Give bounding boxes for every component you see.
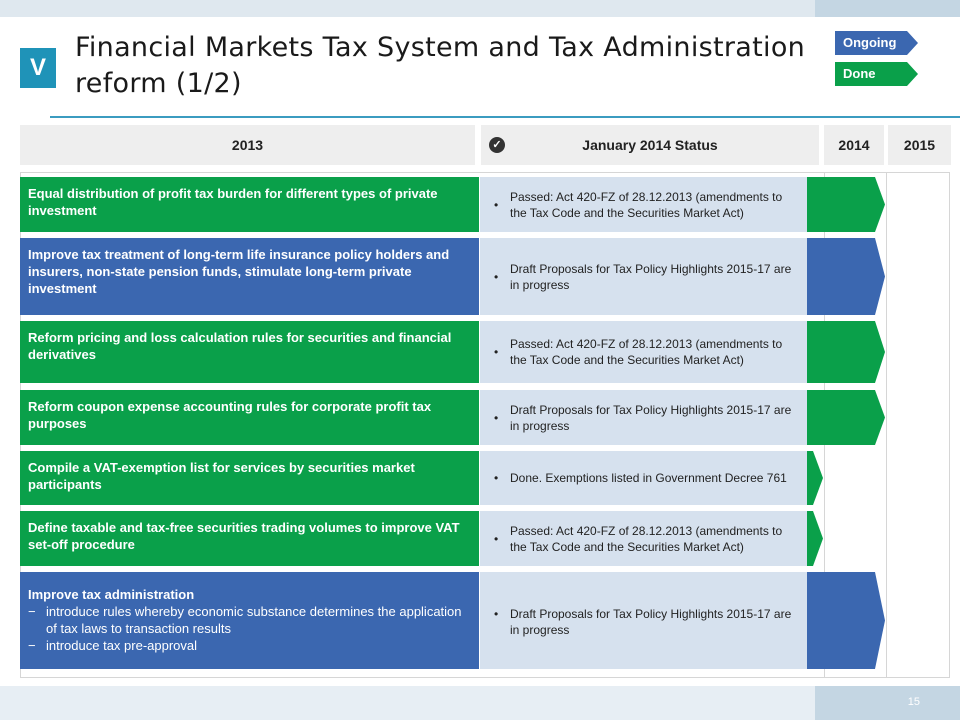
status-cell: • Passed: Act 420-FZ of 28.12.2013 (amend… xyxy=(480,321,807,383)
bullet-icon: • xyxy=(494,269,499,284)
measure-title: Equal distribution of profit tax burden … xyxy=(28,186,438,218)
top-decorative-band xyxy=(0,0,960,17)
bullet-icon: • xyxy=(494,410,499,425)
status-cell: • Passed: Act 420-FZ of 28.12.2013 (amend… xyxy=(480,177,807,232)
measure-subitem-text: introduce tax pre-approval xyxy=(46,638,198,653)
check-circle-icon: ✓ xyxy=(489,137,505,153)
measure-title: Compile a VAT-exemption list for service… xyxy=(28,460,415,492)
measure-title-cell: Improve tax administration − introduce rul… xyxy=(20,572,479,669)
measure-title: Improve tax treatment of long-term life … xyxy=(28,247,450,296)
title-rule xyxy=(50,116,960,118)
measure-title: Improve tax administration xyxy=(28,587,195,602)
timeline-arrow xyxy=(807,572,885,669)
bullet-icon: • xyxy=(494,607,499,621)
legend-ongoing-label: Ongoing xyxy=(843,35,897,50)
slide-title: Financial Markets Tax System and Tax Adm… xyxy=(75,30,815,102)
measure-subitem-text: introduce rules whereby economic substan… xyxy=(46,604,462,636)
status-cell: • Done. Exemptions listed in Government D… xyxy=(480,451,807,505)
title-line-1: Financial Markets Tax System and Tax Adm… xyxy=(75,32,806,63)
footer-band xyxy=(0,686,960,720)
timeline-arrow xyxy=(807,238,885,315)
status-text: Passed: Act 420-FZ of 28.12.2013 (amendm… xyxy=(510,189,783,220)
header-2013: 2013 xyxy=(20,125,475,165)
timeline-arrow-shape xyxy=(807,321,885,383)
header-status: ✓ January 2014 Status xyxy=(481,125,819,165)
timeline-arrow xyxy=(807,321,885,383)
status-text: Passed: Act 420-FZ of 28.12.2013 (amendm… xyxy=(510,337,783,367)
measure-title-cell: Compile a VAT-exemption list for service… xyxy=(20,451,479,505)
legend-done: Done xyxy=(835,62,918,86)
status-text: Done. Exemptions listed in Government De… xyxy=(510,471,787,485)
status-text: Draft Proposals for Tax Policy Highlight… xyxy=(510,402,792,433)
status-cell: • Draft Proposals for Tax Policy Highligh… xyxy=(480,390,807,445)
dash-bullet: − xyxy=(28,604,36,619)
status-cell: • Draft Proposals for Tax Policy Highligh… xyxy=(480,238,807,315)
legend-done-label: Done xyxy=(843,66,876,81)
status-cell: • Draft Proposals for Tax Policy Highligh… xyxy=(480,572,807,669)
timeline-arrow xyxy=(807,511,823,566)
bullet-icon: • xyxy=(494,471,499,485)
title-line-2: reform (1/2) xyxy=(75,68,242,99)
section-badge: V xyxy=(20,48,56,88)
status-text: Draft Proposals for Tax Policy Highlight… xyxy=(510,607,792,637)
measure-subitem: − introduce tax pre-approval xyxy=(28,637,471,654)
bullet-icon: • xyxy=(494,531,499,546)
page-number: 15 xyxy=(907,696,920,708)
timeline-arrow-shape xyxy=(807,238,885,315)
bullet-icon: • xyxy=(494,197,499,212)
timeline-arrow xyxy=(807,451,823,505)
timeline-arrow-shape xyxy=(807,451,823,505)
measure-title-cell: Improve tax treatment of long-term life … xyxy=(20,238,479,315)
timeline-arrow-shape xyxy=(807,177,885,232)
status-text: Passed: Act 420-FZ of 28.12.2013 (amendm… xyxy=(510,523,783,554)
header-2015: 2015 xyxy=(888,125,951,165)
dash-bullet: − xyxy=(28,638,36,653)
footer-accent xyxy=(815,686,960,720)
measure-title-cell: Reform coupon expense accounting rules f… xyxy=(20,390,479,445)
divider-2015 xyxy=(886,172,887,678)
measure-title: Reform pricing and loss calculation rule… xyxy=(28,330,452,362)
measure-title-cell: Define taxable and tax-free securities t… xyxy=(20,511,479,566)
measure-title-cell: Reform pricing and loss calculation rule… xyxy=(20,321,479,383)
legend-ongoing: Ongoing xyxy=(835,31,918,55)
timeline-arrow xyxy=(807,390,885,445)
measure-title: Define taxable and tax-free securities t… xyxy=(28,520,460,552)
measure-title: Reform coupon expense accounting rules f… xyxy=(28,399,432,431)
status-text: Draft Proposals for Tax Policy Highlight… xyxy=(510,261,792,292)
header-status-label: January 2014 Status xyxy=(582,137,718,153)
bullet-icon: • xyxy=(494,345,499,359)
timeline-arrow xyxy=(807,177,885,232)
top-band-accent xyxy=(815,0,960,17)
measure-subitem: − introduce rules whereby economic substa… xyxy=(28,603,471,637)
header-2014: 2014 xyxy=(824,125,884,165)
status-cell: • Passed: Act 420-FZ of 28.12.2013 (amend… xyxy=(480,511,807,566)
timeline-arrow-shape xyxy=(807,511,823,566)
timeline-arrow-shape xyxy=(807,572,885,669)
timeline-arrow-shape xyxy=(807,390,885,445)
measure-title-cell: Equal distribution of profit tax burden … xyxy=(20,177,479,232)
